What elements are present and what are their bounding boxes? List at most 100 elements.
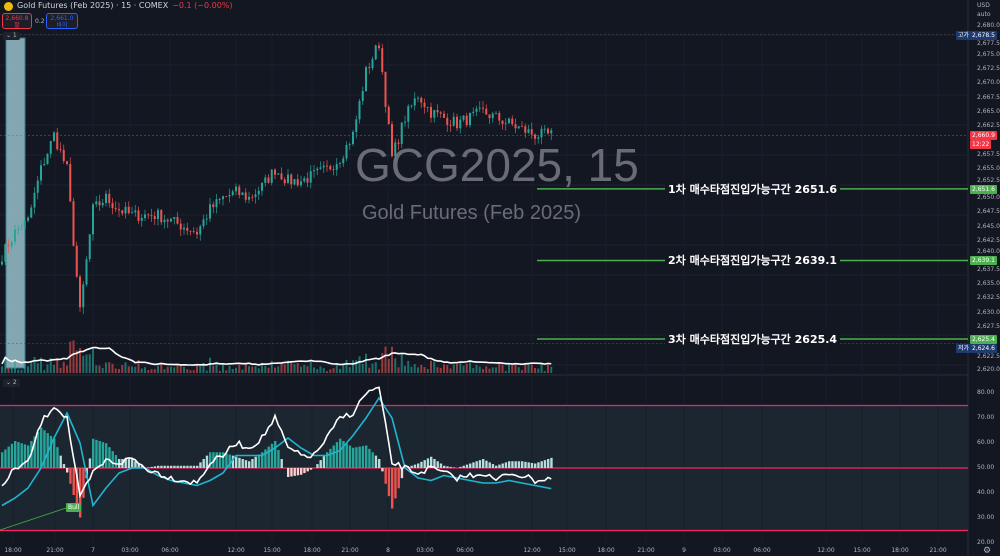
- candle: [530, 129, 533, 135]
- candle: [407, 106, 410, 122]
- pane1-collapse[interactable]: ⌄ 1: [3, 32, 20, 40]
- histogram-bar: [316, 464, 319, 468]
- histogram-bar: [225, 453, 228, 468]
- time-tick: 21:00: [637, 547, 655, 554]
- candle: [543, 128, 546, 130]
- candle: [82, 284, 85, 308]
- volume-bar: [131, 366, 133, 373]
- histogram-bar: [23, 444, 27, 468]
- sell-button[interactable]: 2,660.8 팔: [2, 13, 32, 29]
- candle: [7, 244, 10, 247]
- volume-bar: [501, 364, 504, 373]
- histogram-bar: [111, 451, 114, 468]
- volume-bar: [482, 368, 484, 373]
- histogram-bar: [186, 465, 189, 468]
- candle: [40, 165, 42, 181]
- osc-tick: 40.00: [977, 489, 995, 496]
- candle: [105, 193, 107, 203]
- volume-bar: [433, 361, 436, 373]
- currency-select[interactable]: USD: [977, 2, 990, 9]
- volume-bar: [313, 367, 315, 373]
- candle: [459, 119, 462, 129]
- volume-bar: [465, 363, 468, 373]
- candle: [374, 45, 377, 60]
- volume-bar: [514, 364, 517, 373]
- candle: [235, 186, 237, 192]
- volume-bar: [387, 358, 390, 373]
- pane2-collapse[interactable]: ⌄ 2: [3, 379, 20, 387]
- settings-gear-icon[interactable]: ⚙: [983, 546, 992, 556]
- osc-tick: 60.00: [977, 439, 995, 446]
- volume-bar: [511, 365, 514, 373]
- volume-bar: [478, 366, 481, 373]
- histogram-bar: [95, 439, 98, 468]
- candle: [352, 131, 354, 145]
- histogram-bar: [326, 452, 329, 468]
- candle: [287, 174, 289, 184]
- volume-bar: [462, 365, 465, 373]
- histogram-bar: [469, 463, 472, 468]
- high-label: 고가: [956, 30, 972, 40]
- histogram-bar: [439, 463, 443, 468]
- price-tick: 2,675.0: [977, 50, 1000, 58]
- histogram-bar: [257, 454, 261, 468]
- candle: [387, 106, 390, 125]
- candle: [33, 192, 36, 208]
- histogram-bar: [478, 460, 482, 468]
- histogram-bar: [504, 462, 508, 468]
- volume-bar: [92, 347, 94, 373]
- last-price-tag: 2,660.9: [970, 130, 997, 140]
- candle: [397, 142, 400, 144]
- scale-select[interactable]: auto: [977, 11, 991, 18]
- histogram-bar: [475, 461, 478, 468]
- volume-bar: [118, 369, 120, 373]
- candle: [157, 210, 159, 220]
- level-price-tag-3: 2,625.4: [970, 334, 997, 344]
- histogram-bar: [381, 468, 384, 472]
- candle: [166, 219, 169, 222]
- price-tick: 2,645.0: [977, 222, 1000, 230]
- candle: [218, 199, 221, 200]
- level-label-3: 3차 매수타점진입가능구간 2625.4: [665, 330, 841, 347]
- time-tick: 12:00: [817, 547, 835, 554]
- candle: [296, 179, 299, 186]
- candle: [537, 137, 540, 139]
- candle: [290, 174, 293, 185]
- histogram-bar: [254, 456, 257, 468]
- histogram-bar: [300, 468, 303, 475]
- volume-bar: [176, 365, 179, 373]
- histogram-bar: [446, 466, 449, 468]
- volume-bar: [339, 368, 341, 373]
- histogram-bar: [511, 461, 514, 468]
- histogram-bar: [82, 468, 85, 498]
- histogram-bar: [485, 460, 488, 468]
- volume-bar: [157, 365, 159, 373]
- candle: [137, 210, 140, 221]
- histogram-bar: [248, 461, 251, 468]
- candle: [140, 218, 143, 221]
- volume-bar: [352, 360, 354, 373]
- histogram-bar: [335, 442, 339, 468]
- volume-bar: [306, 366, 309, 373]
- histogram-bar: [397, 468, 400, 489]
- volume-bar: [290, 362, 293, 373]
- price-change: −0.1 (−0.00%): [172, 1, 233, 10]
- buy-button[interactable]: 2,661.0 바이: [46, 13, 78, 29]
- histogram-bar: [173, 465, 176, 468]
- histogram-bar: [7, 446, 10, 468]
- symbol-legend[interactable]: Gold Futures (Feb 2025) · 15 · COMEX −0.…: [4, 1, 233, 11]
- histogram-bar: [280, 459, 283, 468]
- price-tick: 2,632.5: [977, 294, 1000, 302]
- price-tick: 2,635.0: [977, 279, 1000, 287]
- histogram-bar: [540, 461, 543, 468]
- time-tick: 9: [682, 547, 686, 554]
- volume-bar: [17, 369, 20, 373]
- candle: [231, 191, 234, 196]
- histogram-bar: [199, 462, 202, 468]
- histogram-bar: [488, 462, 491, 468]
- candle: [30, 207, 33, 218]
- volume-bar: [186, 369, 189, 373]
- watermark-name: Gold Futures (Feb 2025): [362, 202, 581, 224]
- volume-ma-line: [1, 346, 552, 366]
